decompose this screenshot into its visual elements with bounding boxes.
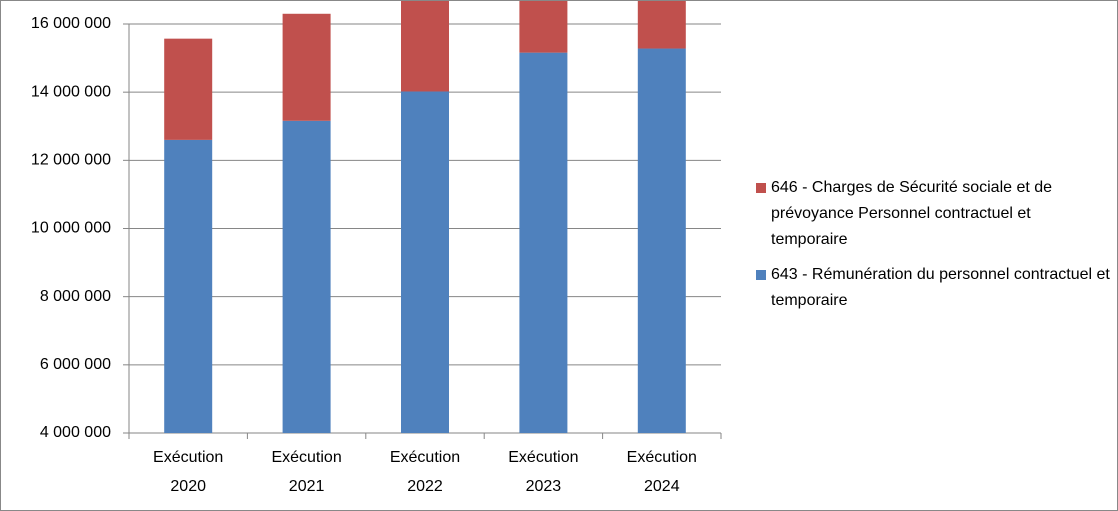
legend-label: 646 - Charges de Sécurité sociale et de …	[771, 179, 1053, 248]
bar-segment	[519, 52, 568, 433]
y-tick-label: 4 000 000	[40, 424, 111, 441]
bar-segment	[401, 91, 449, 434]
bar-segment	[519, 1, 568, 53]
bar-segment	[282, 120, 331, 434]
x-tick-label: Exécution 2021	[271, 449, 342, 495]
bar-segment	[164, 139, 213, 433]
x-tick-label: Exécution 2020	[153, 449, 224, 495]
y-tick-label: 14 000 000	[31, 83, 111, 100]
y-tick-label: 12 000 000	[31, 152, 111, 169]
bar-segment	[282, 13, 331, 121]
legend-swatch	[756, 270, 766, 280]
y-tick-label: 10 000 000	[31, 220, 111, 237]
y-tick-label: 16 000 000	[31, 15, 111, 32]
bar-segment	[164, 38, 213, 140]
y-tick-label: 8 000 000	[40, 288, 111, 305]
x-tick-label: Exécution 2024	[626, 449, 697, 495]
bar-segment	[401, 1, 449, 92]
legend-swatch	[756, 183, 766, 193]
bar-segment	[637, 48, 686, 433]
bar-segment	[637, 1, 686, 49]
x-tick-label: Exécution 2023	[508, 449, 579, 495]
legend-label: 643 - Rémunération du personnel contract…	[771, 266, 1110, 309]
y-tick-label: 6 000 000	[40, 356, 111, 373]
x-tick-label: Exécution 2022	[389, 449, 461, 495]
